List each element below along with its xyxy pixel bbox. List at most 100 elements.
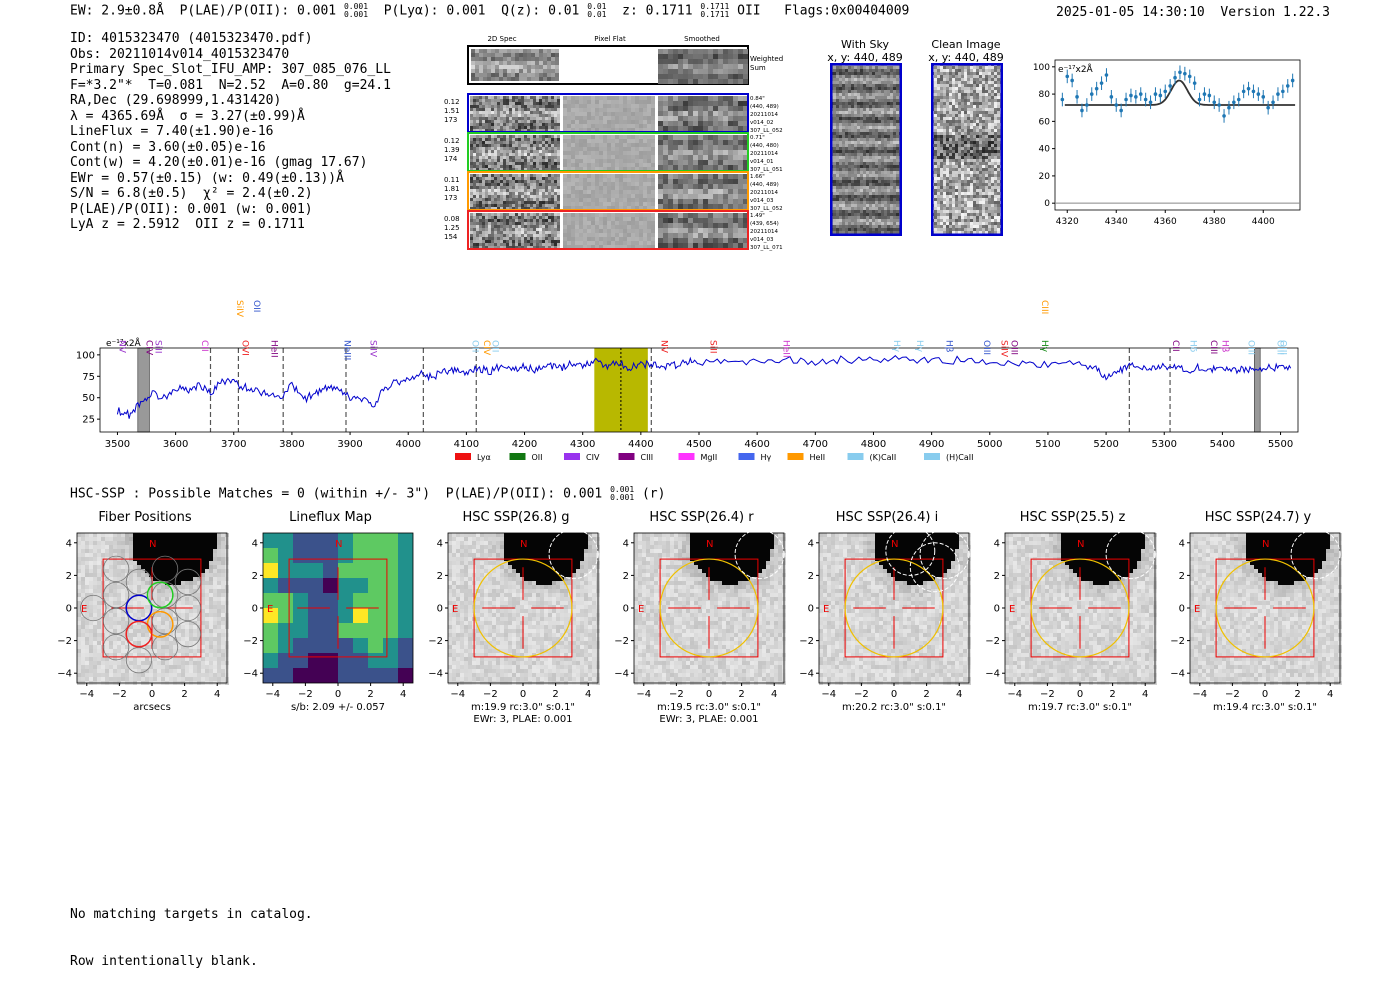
spectrum-xtick-label: 4000 [395, 439, 420, 450]
header-qz-sub: 0.01 [587, 10, 606, 19]
hsc-xtick-label: −2 [1225, 689, 1240, 700]
spectrum-line-label: CIV [481, 340, 491, 356]
fit-point [1065, 75, 1069, 79]
hsc-ytick-label: 4 [251, 538, 257, 549]
clean-image [931, 63, 1003, 236]
hsc-xtick-label: 2 [1294, 689, 1300, 700]
hsc-ytick-label: −2 [614, 636, 629, 647]
hsc-ytick-label: −4 [614, 669, 629, 680]
spectrum-line-label: OIII [1278, 340, 1288, 355]
hsc-xtick-label: −4 [1007, 689, 1022, 700]
hsc-ytick-label: 2 [808, 571, 814, 582]
spectrum-xtick-label: 4500 [686, 439, 711, 450]
footer-text: No matching targets in catalog. Row inte… [70, 876, 313, 985]
spectrum-xtick-label: 5100 [1035, 439, 1060, 450]
hsc-xlabel: m:19.7 rc:3.0" s:0.1" [1027, 702, 1131, 713]
spectrum-xtick-label: 4200 [512, 439, 537, 450]
legend-swatch [619, 453, 635, 460]
legend-label: (H)CaII [946, 453, 973, 462]
spectrum-line-label: SiIV [234, 300, 244, 318]
hsc-east-label: E [638, 604, 644, 615]
spectrum-xtick-label: 3900 [337, 439, 362, 450]
hsc-ytick-label: 0 [808, 604, 814, 615]
fit-point [1159, 94, 1163, 98]
hsc-xtick-label: −4 [265, 689, 280, 700]
fit-point [1105, 73, 1109, 77]
spectrum-xtick-label: 4300 [570, 439, 595, 450]
hsc-north-label: N [520, 539, 527, 550]
hsc-header-text: HSC-SSP : Possible Matches = 0 (within +… [70, 487, 430, 502]
fit-point [1114, 103, 1118, 107]
hsc-xtick-label: −2 [1040, 689, 1055, 700]
hsc-xtick-label: 4 [1142, 689, 1148, 700]
fit-point [1291, 79, 1295, 83]
header-z: z: 0.1711 [622, 4, 692, 19]
fit-point [1286, 84, 1290, 88]
spectrum-line-label: OII [490, 340, 500, 352]
spec2d-row-right-label: v014_01 [750, 159, 774, 165]
hsc-panel-title: Lineflux Map [241, 510, 421, 525]
header-plya: P(Lyα): 0.001 [384, 4, 486, 19]
spec2d-row-right-label: 1.66" [750, 174, 765, 180]
spec2d-row-right-label: v014_03 [750, 198, 774, 204]
hsc-panel-title: HSC SSP(24.7) y [1168, 510, 1348, 525]
weighted-sum-label: Weighted [750, 55, 783, 63]
spectrum-ytick-label: 50 [82, 393, 95, 404]
legend-swatch [788, 453, 804, 460]
spec2d-row-right-label: 0.84" [750, 96, 765, 102]
spectrum-masked-region [138, 348, 150, 432]
with-sky-title: With Sky [825, 38, 905, 51]
fit-point [1139, 92, 1143, 96]
spectrum-line-label: Hδ [1188, 340, 1198, 353]
hsc-ytick-label: −4 [985, 669, 1000, 680]
hsc-ytick-label: 0 [622, 604, 628, 615]
info-line: LyA z = 2.5912 OII z = 0.1711 [70, 217, 391, 233]
spectrum-xtick-label: 4600 [744, 439, 769, 450]
info-line: P(LAE)/P(OII): 0.001 (w: 0.001) [70, 202, 391, 218]
spec2d-row-left-label: 0.08 [444, 215, 460, 223]
spec2d-row-left-label: 1.39 [444, 146, 460, 154]
spectrum-xtick-label: 5300 [1152, 439, 1177, 450]
hsc-east-label: E [267, 604, 273, 615]
spectrum-ytick-label: 100 [76, 350, 95, 361]
fit-point [1232, 100, 1236, 104]
spec2d-row-left-label: 1.81 [444, 185, 460, 193]
fit-point [1266, 106, 1270, 110]
spectrum-line-label: SiII [152, 340, 162, 354]
fit-xtick-label: 4340 [1105, 217, 1128, 227]
hsc-xtick-label: 0 [149, 689, 155, 700]
header-bar: EW: 2.9±0.8Å P(LAE)/P(OII): 0.001 0.001 … [70, 3, 909, 19]
spec2d-col-label-2: Smoothed [684, 35, 720, 43]
spec2d-row-right-label: 307_LL_071 [750, 245, 783, 251]
legend-swatch [739, 453, 755, 460]
clean-title-block: Clean Image x, y: 440, 489 [925, 38, 1007, 64]
legend-swatch [564, 453, 580, 460]
fit-xtick-label: 4360 [1154, 217, 1177, 227]
spec2d-row-right-label: v014_02 [750, 120, 774, 126]
footer-line-1: No matching targets in catalog. [70, 907, 313, 923]
hsc-xtick-label: 0 [520, 689, 526, 700]
header-ew: EW: 2.9±0.8Å [70, 4, 164, 19]
spec2d-row-left-label: 154 [444, 233, 458, 241]
spectrum-line-label: OII [251, 300, 261, 312]
spectrum-line-label: CII [1170, 340, 1180, 352]
fit-point [1237, 98, 1241, 102]
hsc-xlabel: m:19.9 rc:3.0" s:0.1" [471, 702, 575, 713]
hsc-xtick-label: 4 [585, 689, 591, 700]
header-plae-sub: 0.001 [344, 10, 368, 19]
fit-point [1183, 72, 1187, 76]
legend-swatch [848, 453, 864, 460]
spec2d-row-left-label: 0.12 [444, 98, 460, 106]
hsc-ytick-label: 2 [251, 571, 257, 582]
hsc-panel-title: HSC SSP(25.5) z [983, 510, 1163, 525]
hsc-xlabel-2: EWr: 3, PLAE: 0.001 [473, 714, 572, 723]
info-line: Primary Spec_Slot_IFU_AMP: 307_085_076_L… [70, 62, 391, 78]
spec2d-row-left-label: 1.25 [444, 224, 460, 232]
spectrum-line-label: SiIV [999, 340, 1009, 358]
spec2d-row-left-label: 174 [444, 155, 458, 163]
hsc-ytick-label: −4 [428, 669, 443, 680]
